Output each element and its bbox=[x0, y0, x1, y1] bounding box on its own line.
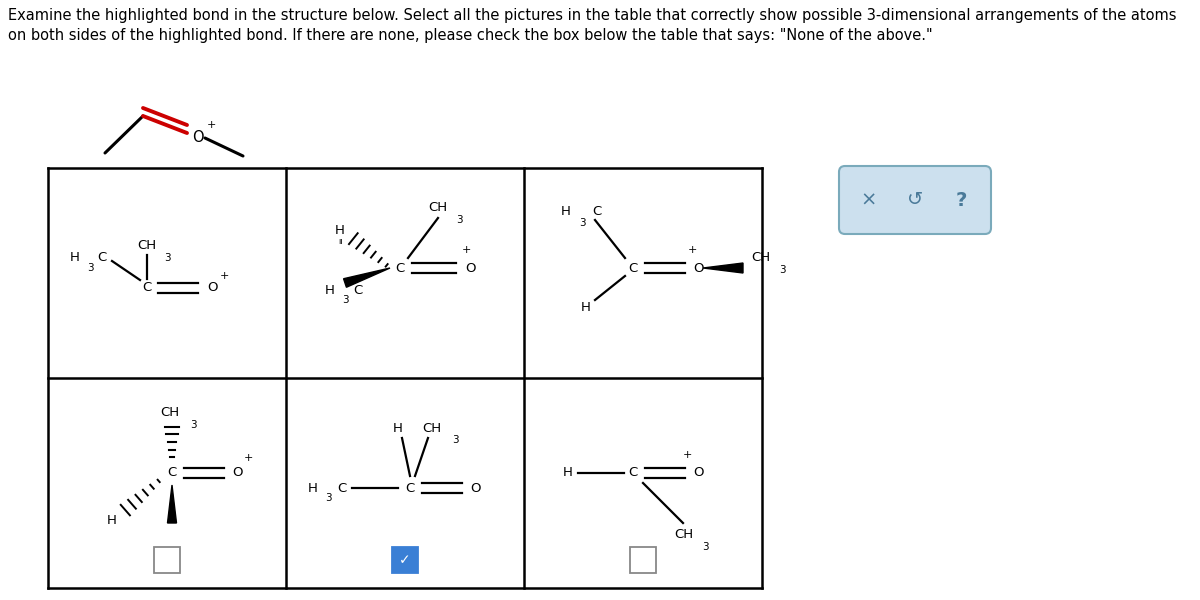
Text: C: C bbox=[629, 467, 637, 479]
Text: H: H bbox=[394, 421, 403, 434]
Text: CH: CH bbox=[138, 239, 156, 253]
Text: on both sides of the highlighted bond. If there are none, please check the box b: on both sides of the highlighted bond. I… bbox=[8, 28, 932, 43]
Text: H: H bbox=[107, 514, 116, 527]
Bar bbox=[154, 547, 180, 573]
Text: H: H bbox=[325, 283, 335, 296]
Text: C: C bbox=[353, 283, 362, 296]
Bar bbox=[630, 547, 656, 573]
Text: ?: ? bbox=[955, 191, 967, 209]
Text: C: C bbox=[406, 481, 415, 494]
Text: C: C bbox=[143, 281, 151, 295]
Text: ✓: ✓ bbox=[400, 553, 410, 567]
Text: 3: 3 bbox=[456, 215, 463, 225]
Text: 3: 3 bbox=[164, 253, 170, 263]
Text: O: O bbox=[192, 130, 204, 145]
Text: CH: CH bbox=[161, 407, 180, 419]
Text: H: H bbox=[308, 481, 318, 494]
Text: 3: 3 bbox=[702, 542, 709, 552]
Bar bbox=[392, 547, 418, 573]
Text: 3: 3 bbox=[190, 420, 197, 430]
Text: +: + bbox=[462, 245, 472, 255]
Text: ×: × bbox=[860, 191, 877, 209]
Text: 3: 3 bbox=[580, 218, 586, 228]
Text: CH: CH bbox=[428, 202, 448, 214]
Polygon shape bbox=[168, 485, 176, 523]
Text: CH: CH bbox=[674, 529, 694, 541]
Text: H: H bbox=[563, 467, 572, 479]
Text: C: C bbox=[395, 262, 404, 275]
Text: C: C bbox=[167, 467, 176, 479]
Text: ıı: ıı bbox=[338, 238, 343, 247]
Polygon shape bbox=[343, 268, 390, 287]
Text: +: + bbox=[688, 245, 697, 255]
Text: H: H bbox=[335, 223, 344, 236]
Text: ↺: ↺ bbox=[907, 191, 923, 209]
Text: C: C bbox=[337, 481, 347, 494]
Text: +: + bbox=[244, 453, 253, 463]
Text: H: H bbox=[70, 251, 80, 265]
Text: C: C bbox=[593, 205, 601, 218]
Text: H: H bbox=[562, 205, 571, 218]
Text: 3: 3 bbox=[452, 435, 458, 445]
Text: H: H bbox=[581, 301, 590, 314]
Text: 3: 3 bbox=[325, 493, 331, 503]
Text: +: + bbox=[683, 450, 692, 460]
Polygon shape bbox=[703, 263, 743, 273]
Text: Examine the highlighted bond in the structure below. Select all the pictures in : Examine the highlighted bond in the stru… bbox=[8, 8, 1176, 23]
Text: O: O bbox=[208, 281, 217, 295]
Text: CH: CH bbox=[751, 251, 770, 265]
Text: C: C bbox=[97, 251, 107, 265]
Text: O: O bbox=[466, 262, 475, 275]
Text: O: O bbox=[470, 481, 480, 494]
Text: O: O bbox=[694, 262, 703, 275]
Text: O: O bbox=[232, 467, 242, 479]
Text: C: C bbox=[629, 262, 637, 275]
Text: O: O bbox=[694, 467, 703, 479]
Text: 3: 3 bbox=[342, 295, 349, 305]
Text: +: + bbox=[208, 120, 216, 130]
Text: 3: 3 bbox=[88, 263, 94, 273]
Text: 3: 3 bbox=[779, 265, 786, 275]
Text: CH: CH bbox=[422, 421, 442, 434]
Text: +: + bbox=[220, 271, 229, 281]
FancyBboxPatch shape bbox=[839, 166, 991, 234]
